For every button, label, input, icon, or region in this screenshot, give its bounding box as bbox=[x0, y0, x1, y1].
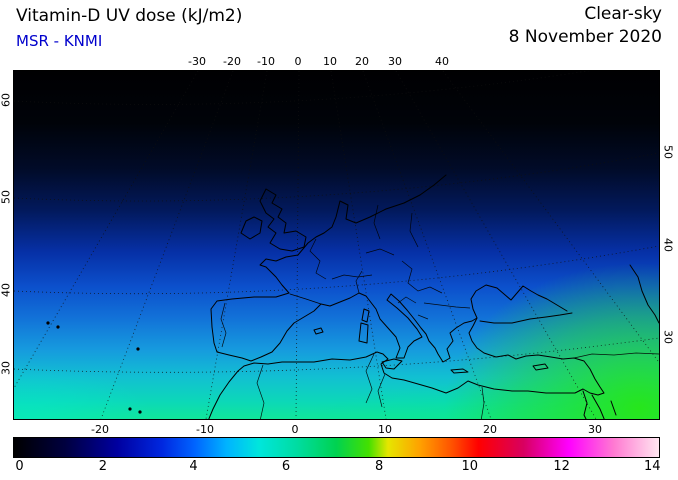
lon-tick-top: 10 bbox=[323, 55, 337, 68]
colorbar-tick: 6 bbox=[281, 459, 291, 474]
lat-tick-left: 40 bbox=[0, 283, 13, 297]
colorbar-tick: 12 bbox=[553, 459, 570, 474]
map-southeast-highlight bbox=[14, 71, 659, 419]
lat-tick-left: 30 bbox=[0, 361, 13, 375]
uv-dose-map bbox=[13, 70, 660, 420]
coastlines-svg bbox=[14, 71, 659, 419]
lon-tick-bottom: 30 bbox=[588, 423, 602, 436]
coastline-paths bbox=[46, 174, 659, 419]
colorbar-labels: 0 2 4 6 8 10 12 14 bbox=[13, 459, 660, 477]
lon-tick-top: -30 bbox=[188, 55, 206, 68]
date-label: 8 November 2020 bbox=[508, 27, 662, 47]
lon-tick-bottom: 20 bbox=[483, 423, 497, 436]
lon-tick-top: -20 bbox=[223, 55, 241, 68]
lon-tick-top: -10 bbox=[257, 55, 275, 68]
colorbar-tick: 0 bbox=[15, 459, 24, 474]
lat-tick-left: 60 bbox=[0, 93, 13, 107]
page-title: Vitamin-D UV dose (kJ/m2) bbox=[16, 6, 243, 26]
colorbar-tick: 8 bbox=[375, 459, 384, 474]
lon-tick-top: 40 bbox=[435, 55, 449, 68]
lon-tick-bottom: 10 bbox=[378, 423, 392, 436]
colorbar-tick: 4 bbox=[189, 459, 198, 474]
colorbar-tick: 10 bbox=[461, 459, 479, 474]
lat-tick-right: 50 bbox=[661, 145, 675, 159]
lon-tick-bottom: 0 bbox=[291, 423, 299, 436]
colorbar bbox=[13, 437, 660, 458]
graticule-lines bbox=[14, 71, 659, 419]
lon-tick-top: 0 bbox=[294, 55, 302, 68]
lon-tick-bottom: -10 bbox=[196, 423, 214, 436]
colorbar-tick: 2 bbox=[98, 459, 108, 474]
lon-tick-bottom: -20 bbox=[91, 423, 109, 436]
colorbar-gradient bbox=[14, 438, 659, 457]
lat-tick-left: 50 bbox=[0, 190, 13, 204]
data-source-label: MSR - KNMI bbox=[16, 32, 103, 50]
colorbar-tick: 14 bbox=[643, 459, 661, 474]
lon-tick-top: 20 bbox=[355, 55, 369, 68]
lat-tick-right: 30 bbox=[661, 330, 675, 344]
lat-tick-right: 40 bbox=[661, 238, 675, 252]
sky-condition-label: Clear-sky bbox=[584, 4, 662, 24]
lon-tick-top: 30 bbox=[388, 55, 402, 68]
country-border-paths bbox=[220, 204, 659, 419]
